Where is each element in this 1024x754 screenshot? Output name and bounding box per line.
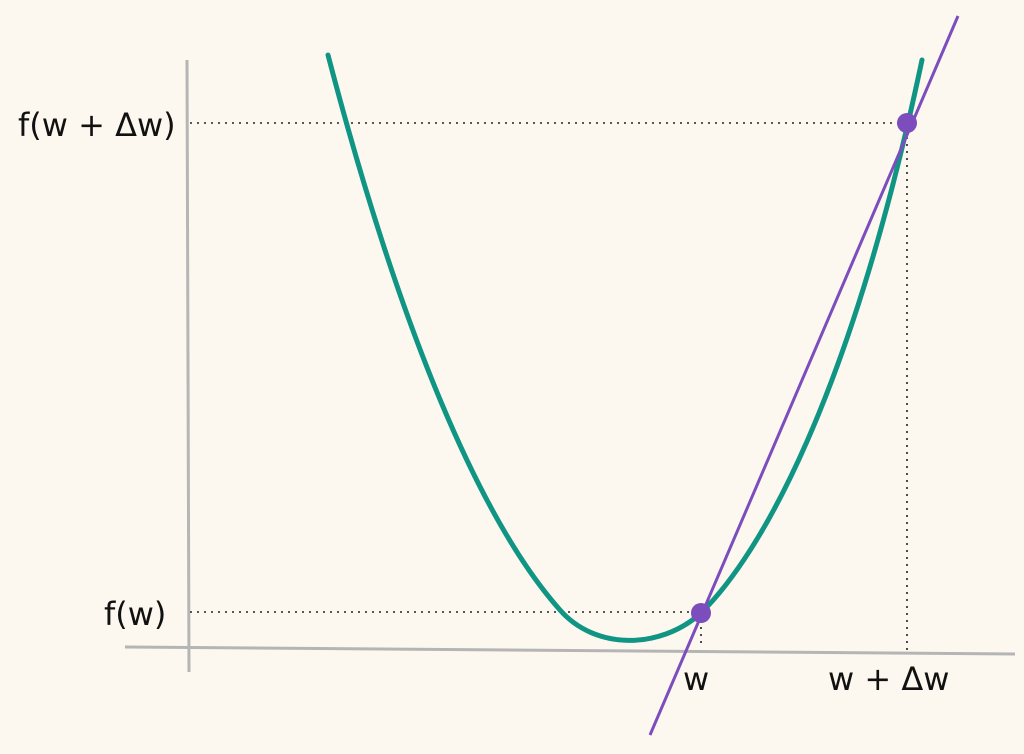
function-curve (325, 52, 925, 643)
label-f-w: f(w) (104, 595, 166, 633)
label-f-w-plus-dw: f(w + Δw) (18, 106, 176, 144)
point-w (691, 603, 711, 623)
x-axis (124, 645, 1016, 656)
point-w-plus-dw (897, 113, 917, 133)
y-axis (185, 59, 191, 673)
label-w-plus-dw: w + Δw (828, 660, 949, 698)
label-w: w (683, 660, 709, 698)
